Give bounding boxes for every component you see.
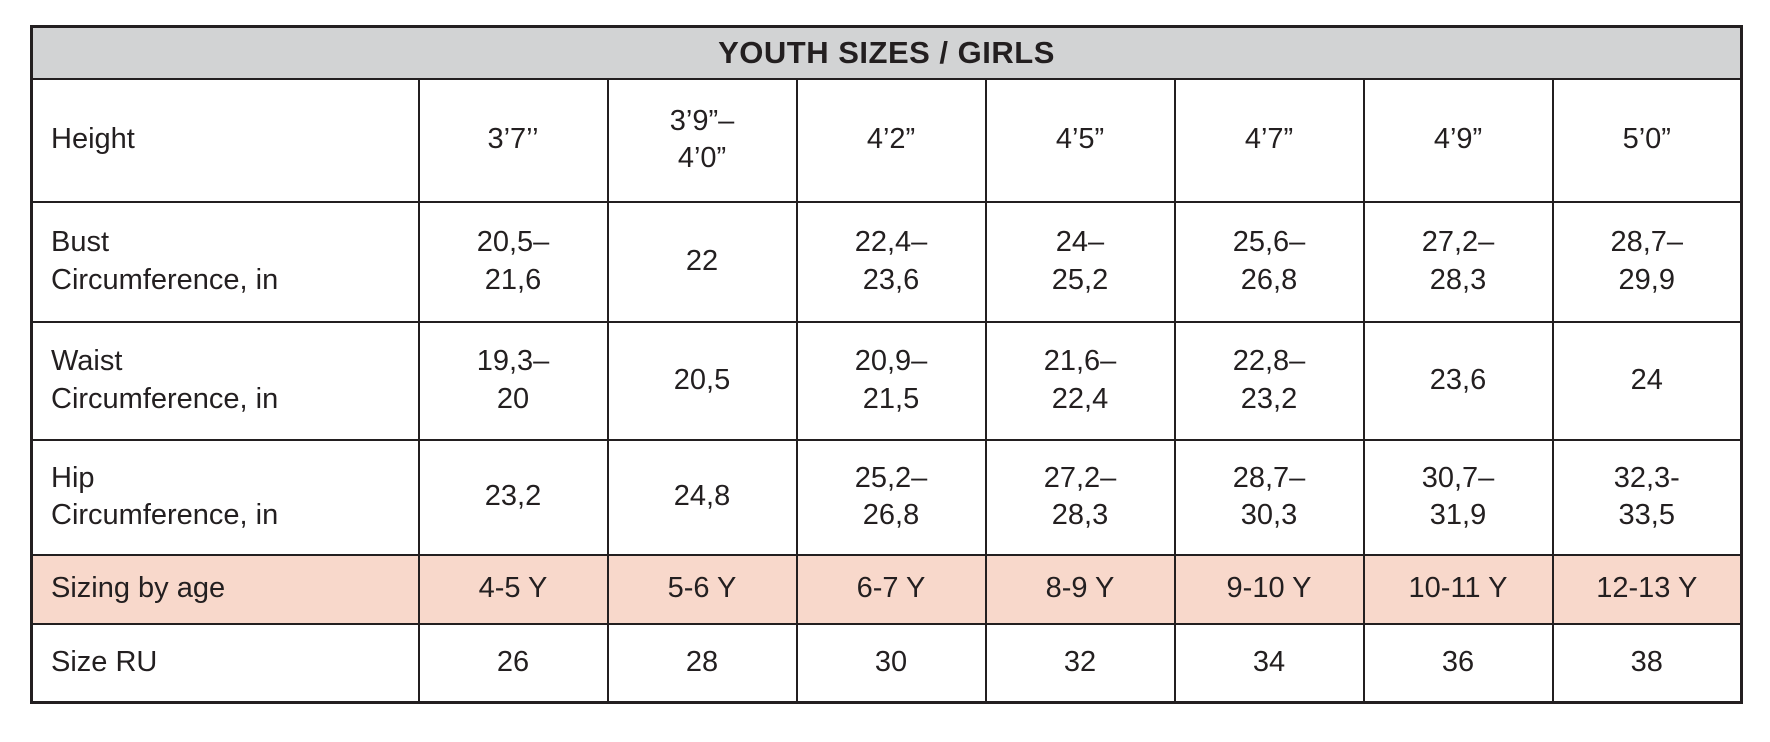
cell-sizeru-7: 38 [1551,622,1743,704]
cell-height-6: 4’9” [1362,77,1554,203]
cell-sizeru-5: 34 [1173,622,1365,704]
cell-sizeru-1: 26 [417,622,609,704]
cell-age-4: 8-9 Y [984,553,1176,625]
cell-bust-4: 24– 25,2 [984,200,1176,323]
cell-height-5: 4’7” [1173,77,1365,203]
cell-bust-5: 25,6– 26,8 [1173,200,1365,323]
row-label-sizing-by-age: Sizing by age [30,553,420,625]
cell-waist-3: 20,9– 21,5 [795,320,987,441]
cell-height-1: 3’7’’ [417,77,609,203]
cell-age-3: 6-7 Y [795,553,987,625]
cell-hip-6: 30,7– 31,9 [1362,438,1554,556]
row-bust: Bust Circumference, in 20,5– 21,6 22 22,… [30,200,1743,323]
row-height: Height 3’7’’ 3’9”– 4’0” 4’2” 4’5” 4’7” 4… [30,77,1743,203]
cell-bust-2: 22 [606,200,798,323]
cell-waist-4: 21,6– 22,4 [984,320,1176,441]
row-size-ru: Size RU 26 28 30 32 34 36 38 [30,622,1743,704]
cell-age-7: 12-13 Y [1551,553,1743,625]
cell-waist-2: 20,5 [606,320,798,441]
cell-waist-6: 23,6 [1362,320,1554,441]
row-label-height: Height [30,77,420,203]
cell-height-3: 4’2” [795,77,987,203]
row-sizing-by-age: Sizing by age 4-5 Y 5-6 Y 6-7 Y 8-9 Y 9-… [30,553,1743,625]
row-hip: Hip Circumference, in 23,2 24,8 25,2– 26… [30,438,1743,556]
cell-hip-4: 27,2– 28,3 [984,438,1176,556]
cell-bust-7: 28,7– 29,9 [1551,200,1743,323]
row-label-hip: Hip Circumference, in [30,438,420,556]
cell-hip-2: 24,8 [606,438,798,556]
cell-hip-5: 28,7– 30,3 [1173,438,1365,556]
cell-waist-1: 19,3– 20 [417,320,609,441]
cell-hip-3: 25,2– 26,8 [795,438,987,556]
cell-bust-3: 22,4– 23,6 [795,200,987,323]
cell-height-4: 4’5” [984,77,1176,203]
table-title: YOUTH SIZES / GIRLS [30,25,1743,80]
cell-sizeru-6: 36 [1362,622,1554,704]
cell-age-6: 10-11 Y [1362,553,1554,625]
row-label-bust: Bust Circumference, in [30,200,420,323]
cell-waist-5: 22,8– 23,2 [1173,320,1365,441]
row-waist: Waist Circumference, in 19,3– 20 20,5 20… [30,320,1743,441]
cell-sizeru-4: 32 [984,622,1176,704]
row-label-waist: Waist Circumference, in [30,320,420,441]
cell-age-2: 5-6 Y [606,553,798,625]
cell-age-1: 4-5 Y [417,553,609,625]
cell-sizeru-2: 28 [606,622,798,704]
cell-height-2: 3’9”– 4’0” [606,77,798,203]
size-chart-table: YOUTH SIZES / GIRLS Height 3’7’’ 3’9”– 4… [30,25,1744,704]
title-row: YOUTH SIZES / GIRLS [30,25,1743,80]
cell-age-5: 9-10 Y [1173,553,1365,625]
cell-hip-7: 32,3- 33,5 [1551,438,1743,556]
cell-bust-6: 27,2– 28,3 [1362,200,1554,323]
cell-sizeru-3: 30 [795,622,987,704]
cell-height-7: 5’0” [1551,77,1743,203]
cell-hip-1: 23,2 [417,438,609,556]
cell-bust-1: 20,5– 21,6 [417,200,609,323]
row-label-size-ru: Size RU [30,622,420,704]
cell-waist-7: 24 [1551,320,1743,441]
